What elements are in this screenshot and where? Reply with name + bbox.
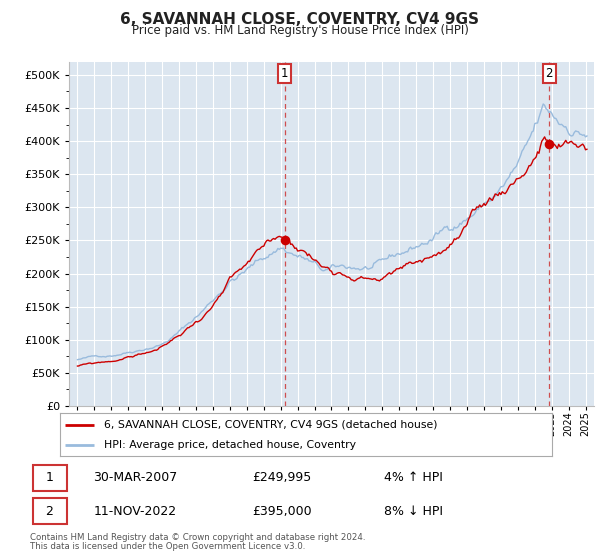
Text: 2: 2 <box>545 67 553 80</box>
Text: 6, SAVANNAH CLOSE, COVENTRY, CV4 9GS (detached house): 6, SAVANNAH CLOSE, COVENTRY, CV4 9GS (de… <box>104 419 438 430</box>
Point <box>544 140 554 149</box>
Text: Contains HM Land Registry data © Crown copyright and database right 2024.: Contains HM Land Registry data © Crown c… <box>30 533 365 542</box>
Text: Price paid vs. HM Land Registry's House Price Index (HPI): Price paid vs. HM Land Registry's House … <box>131 24 469 37</box>
Text: 4% ↑ HPI: 4% ↑ HPI <box>384 471 443 484</box>
Text: 1: 1 <box>46 471 53 484</box>
FancyBboxPatch shape <box>32 498 67 524</box>
Text: £249,995: £249,995 <box>252 471 311 484</box>
Text: This data is licensed under the Open Government Licence v3.0.: This data is licensed under the Open Gov… <box>30 542 305 551</box>
Text: 8% ↓ HPI: 8% ↓ HPI <box>384 505 443 518</box>
FancyBboxPatch shape <box>32 465 67 491</box>
Text: £395,000: £395,000 <box>252 505 311 518</box>
Text: 11-NOV-2022: 11-NOV-2022 <box>94 505 176 518</box>
Point <box>280 236 290 245</box>
Text: 1: 1 <box>281 67 289 80</box>
Text: 6, SAVANNAH CLOSE, COVENTRY, CV4 9GS: 6, SAVANNAH CLOSE, COVENTRY, CV4 9GS <box>121 12 479 27</box>
Text: HPI: Average price, detached house, Coventry: HPI: Average price, detached house, Cove… <box>104 440 356 450</box>
Text: 2: 2 <box>46 505 53 518</box>
Text: 30-MAR-2007: 30-MAR-2007 <box>94 471 178 484</box>
